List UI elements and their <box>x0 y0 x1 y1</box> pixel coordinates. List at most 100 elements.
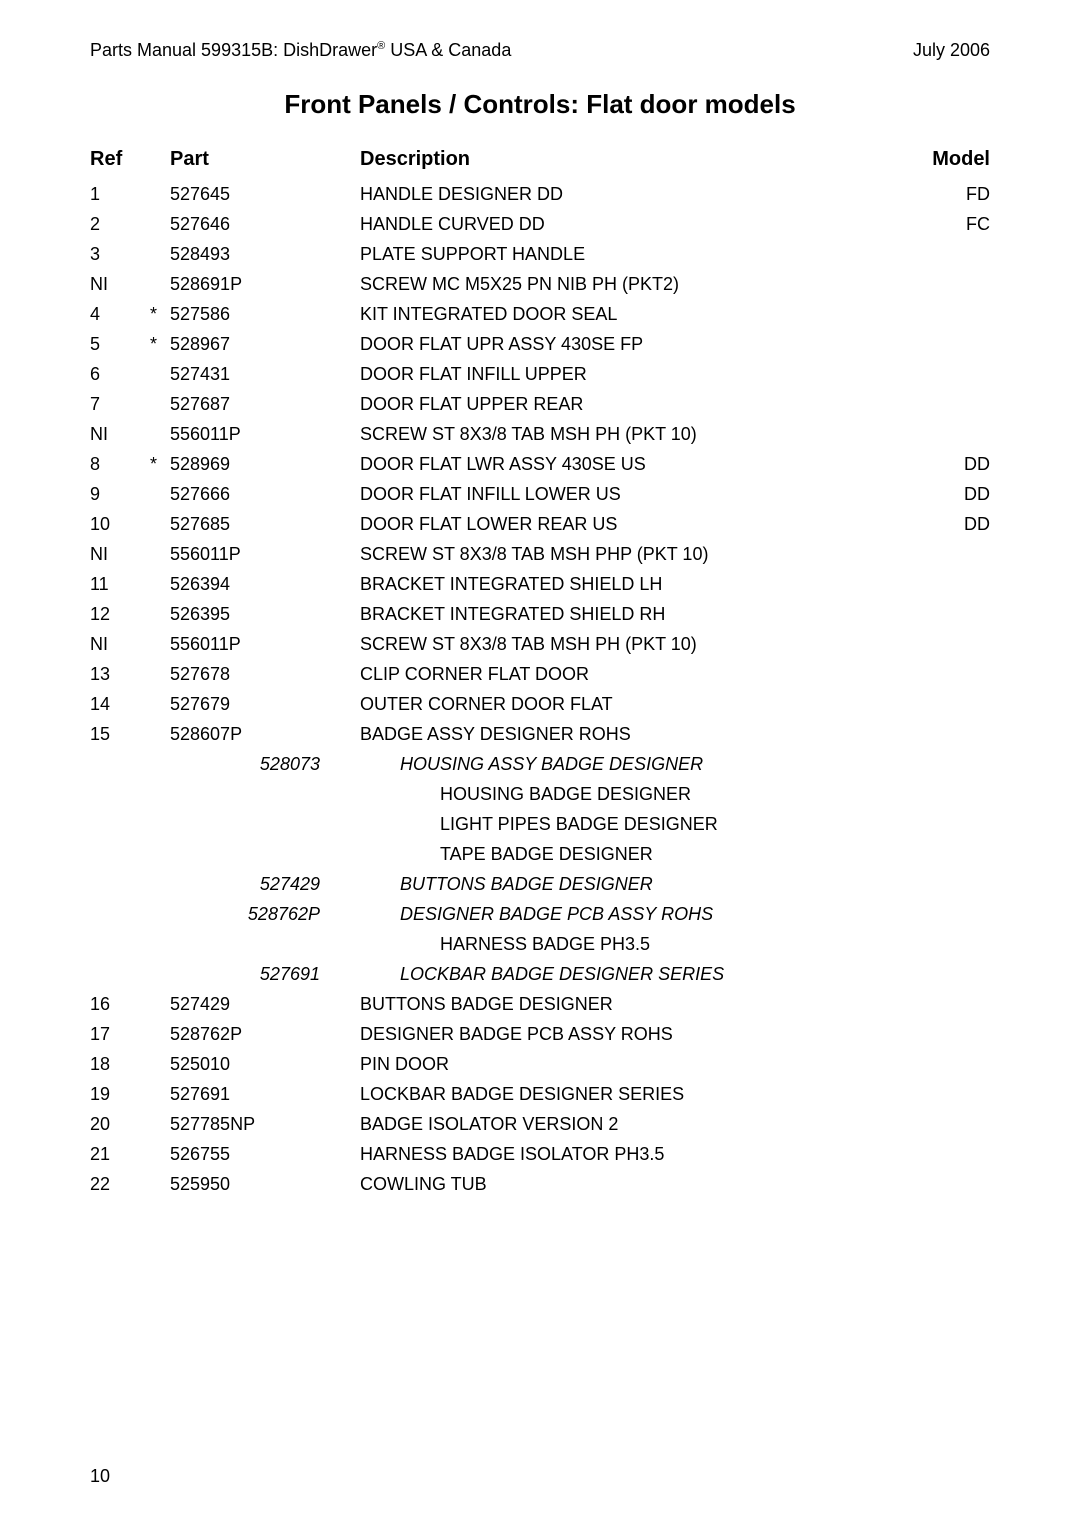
cell-desc: BUTTONS BADGE DESIGNER <box>360 995 900 1013</box>
table-row: 16 527429BUTTONS BADGE DESIGNER <box>90 989 990 1019</box>
cell-part: 527429 <box>170 995 360 1013</box>
cell-part: 556011P <box>170 545 360 563</box>
cell-desc: PLATE SUPPORT HANDLE <box>360 245 900 263</box>
sub-row: 527429BUTTONS BADGE DESIGNER <box>90 869 990 899</box>
header-left: Parts Manual 599315B: DishDrawer® USA & … <box>90 40 511 61</box>
cell-desc: DOOR FLAT LWR ASSY 430SE US <box>360 455 900 473</box>
cell-desc: HANDLE DESIGNER DD <box>360 185 900 203</box>
cell-part: 527785NP <box>170 1115 360 1133</box>
cell-star: * <box>150 455 170 473</box>
cell-ref: 16 <box>90 995 150 1013</box>
table-row: 4*527586KIT INTEGRATED DOOR SEAL <box>90 299 990 329</box>
page: Parts Manual 599315B: DishDrawer® USA & … <box>0 0 1080 1527</box>
table-row: 8*528969DOOR FLAT LWR ASSY 430SE USDD <box>90 449 990 479</box>
page-title: Front Panels / Controls: Flat door model… <box>90 89 990 120</box>
table-row: NI556011PSCREW ST 8X3/8 TAB MSH PH (PKT … <box>90 419 990 449</box>
cell-desc: DOOR FLAT INFILL LOWER US <box>360 485 900 503</box>
cell-desc: HARNESS BADGE ISOLATOR PH3.5 <box>360 1145 900 1163</box>
cell-part: 527679 <box>170 695 360 713</box>
sub-row: TAPE BADGE DESIGNER <box>90 839 990 869</box>
sub-cell-part: 527429 <box>90 875 360 893</box>
cell-ref: 11 <box>90 575 150 593</box>
cell-part: 527691 <box>170 1085 360 1103</box>
cell-ref: 5 <box>90 335 150 353</box>
cell-ref: 19 <box>90 1085 150 1103</box>
cell-model: DD <box>900 485 990 503</box>
cell-desc: DOOR FLAT UPR ASSY 430SE FP <box>360 335 900 353</box>
cell-ref: 14 <box>90 695 150 713</box>
rows-container: 1 527645HANDLE DESIGNER DDFD 2 527646HANDLE… <box>90 179 990 1199</box>
cell-desc: BRACKET INTEGRATED SHIELD RH <box>360 605 900 623</box>
table-row: 20 527785NPBADGE ISOLATOR VERSION 2 <box>90 1109 990 1139</box>
sub-cell-desc: TAPE BADGE DESIGNER <box>360 845 900 863</box>
column-headers: Ref Part Description Model <box>90 148 990 171</box>
sub-cell-desc: LOCKBAR BADGE DESIGNER SERIES <box>360 965 900 983</box>
cell-part: 528969 <box>170 455 360 473</box>
cell-model: FD <box>900 185 990 203</box>
table-row: 7527687DOOR FLAT UPPER REAR <box>90 389 990 419</box>
cell-ref: 13 <box>90 665 150 683</box>
table-row: 2527646HANDLE CURVED DDFC <box>90 209 990 239</box>
cell-desc: DOOR FLAT UPPER REAR <box>360 395 900 413</box>
cell-star: * <box>150 335 170 353</box>
table-row: 5*528967DOOR FLAT UPR ASSY 430SE FP <box>90 329 990 359</box>
table-row: 1 527645HANDLE DESIGNER DDFD <box>90 179 990 209</box>
table-row: NI528691PSCREW MC M5X25 PN NIB PH (PKT2) <box>90 269 990 299</box>
col-header-desc: Description <box>360 148 900 171</box>
cell-ref: NI <box>90 635 150 653</box>
cell-ref: NI <box>90 425 150 443</box>
table-row: 22525950COWLING TUB <box>90 1169 990 1199</box>
cell-part: 527685 <box>170 515 360 533</box>
cell-part: 527678 <box>170 665 360 683</box>
sub-row: 528762PDESIGNER BADGE PCB ASSY ROHS <box>90 899 990 929</box>
table-row: 6527431DOOR FLAT INFILL UPPER <box>90 359 990 389</box>
cell-ref: 7 <box>90 395 150 413</box>
cell-ref: 3 <box>90 245 150 263</box>
cell-part: 526395 <box>170 605 360 623</box>
cell-part: 527586 <box>170 305 360 323</box>
cell-desc: SCREW MC M5X25 PN NIB PH (PKT2) <box>360 275 900 293</box>
cell-ref: 2 <box>90 215 150 233</box>
sub-cell-desc: BUTTONS BADGE DESIGNER <box>360 875 900 893</box>
cell-desc: LOCKBAR BADGE DESIGNER SERIES <box>360 1085 900 1103</box>
table-row: NI556011PSCREW ST 8X3/8 TAB MSH PHP (PKT… <box>90 539 990 569</box>
sub-cell-part: 527691 <box>90 965 360 983</box>
table-row: 3528493PLATE SUPPORT HANDLE <box>90 239 990 269</box>
table-row: 18525010PIN DOOR <box>90 1049 990 1079</box>
cell-ref: 6 <box>90 365 150 383</box>
cell-desc: BADGE ISOLATOR VERSION 2 <box>360 1115 900 1133</box>
cell-model: FC <box>900 215 990 233</box>
cell-ref: 1 <box>90 185 150 203</box>
table-row: 9527666DOOR FLAT INFILL LOWER USDD <box>90 479 990 509</box>
sub-row: HOUSING BADGE DESIGNER <box>90 779 990 809</box>
cell-part: 527431 <box>170 365 360 383</box>
cell-ref: 4 <box>90 305 150 323</box>
sub-cell-part: 528073 <box>90 755 360 773</box>
table-row: 17528762PDESIGNER BADGE PCB ASSY ROHS <box>90 1019 990 1049</box>
sub-cell-desc: LIGHT PIPES BADGE DESIGNER <box>360 815 900 833</box>
cell-star: * <box>150 305 170 323</box>
cell-desc: CLIP CORNER FLAT DOOR <box>360 665 900 683</box>
cell-part: 528967 <box>170 335 360 353</box>
cell-part: 526755 <box>170 1145 360 1163</box>
cell-desc: SCREW ST 8X3/8 TAB MSH PHP (PKT 10) <box>360 545 900 563</box>
cell-model: DD <box>900 455 990 473</box>
cell-part: 527645 <box>170 185 360 203</box>
sub-cell-desc: HOUSING ASSY BADGE DESIGNER <box>360 755 900 773</box>
cell-part: 528691P <box>170 275 360 293</box>
cell-part: 556011P <box>170 425 360 443</box>
cell-ref: 22 <box>90 1175 150 1193</box>
cell-ref: 12 <box>90 605 150 623</box>
cell-desc: COWLING TUB <box>360 1175 900 1193</box>
col-header-model: Model <box>900 148 990 171</box>
cell-part: 528762P <box>170 1025 360 1043</box>
table-row: 11526394BRACKET INTEGRATED SHIELD LH <box>90 569 990 599</box>
table-row: NI556011PSCREW ST 8X3/8 TAB MSH PH (PKT … <box>90 629 990 659</box>
cell-desc: OUTER CORNER DOOR FLAT <box>360 695 900 713</box>
sub-cell-desc: DESIGNER BADGE PCB ASSY ROHS <box>360 905 900 923</box>
cell-ref: 9 <box>90 485 150 503</box>
cell-part: 527646 <box>170 215 360 233</box>
cell-ref: 8 <box>90 455 150 473</box>
header-left-prefix: Parts Manual 599315B: DishDrawer <box>90 40 377 60</box>
cell-ref: 20 <box>90 1115 150 1133</box>
